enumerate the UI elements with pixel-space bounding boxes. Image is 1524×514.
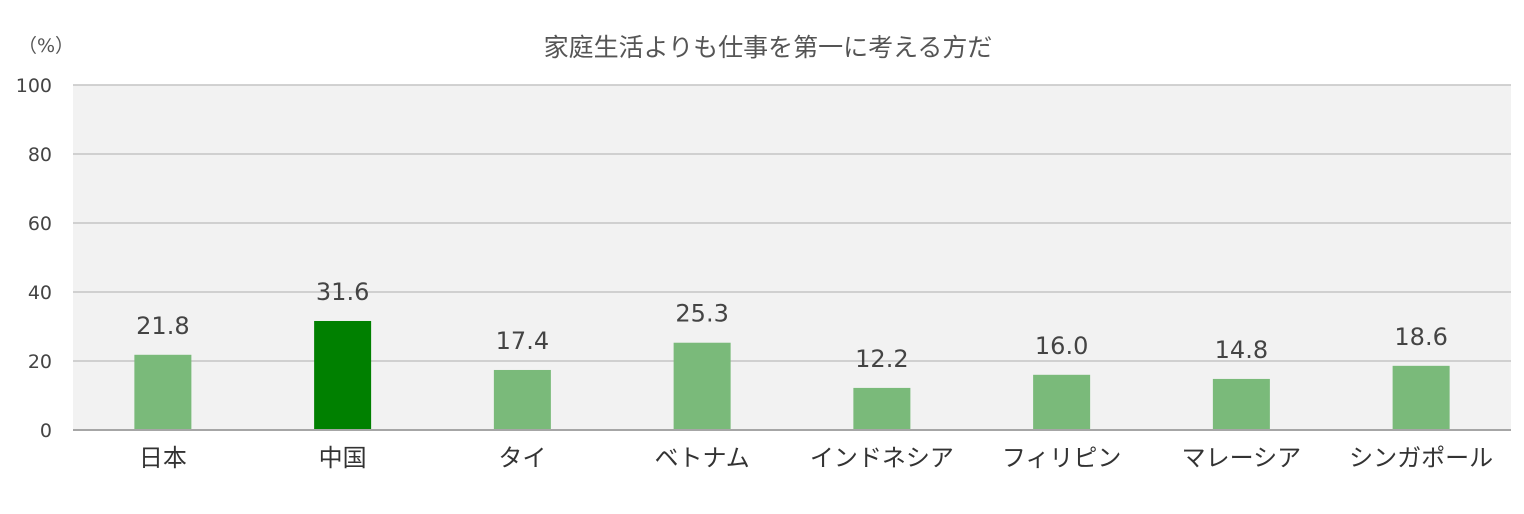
bar-7 xyxy=(1392,365,1450,430)
data-label: 14.8 xyxy=(1215,336,1268,364)
gridlines xyxy=(73,84,1511,362)
data-labels: 21.8 31.6 17.4 25.3 12.2 16.0 14.8 18.6 xyxy=(136,278,1448,373)
y-tick-label: 60 xyxy=(28,213,52,235)
data-label: 12.2 xyxy=(855,345,908,373)
data-label: 31.6 xyxy=(316,278,369,306)
category-label: 日本 xyxy=(139,444,187,472)
bar-5 xyxy=(1033,374,1091,430)
data-label: 21.8 xyxy=(136,312,189,340)
y-axis-ticks: 0 20 40 60 80 100 xyxy=(16,75,52,442)
category-label: シンガポール xyxy=(1349,444,1493,472)
category-label: ベトナム xyxy=(654,444,749,472)
bar-0 xyxy=(134,354,192,430)
category-label: インドネシア xyxy=(810,444,954,472)
data-label: 25.3 xyxy=(675,300,728,328)
bar-2 xyxy=(493,369,551,430)
category-label: マレーシア xyxy=(1182,444,1302,472)
category-label: 中国 xyxy=(319,444,367,472)
y-unit-label: （%） xyxy=(18,35,74,57)
plot-background xyxy=(73,85,1511,430)
chart-title: 家庭生活よりも仕事を第一に考える方だ xyxy=(544,33,993,62)
bar-3 xyxy=(673,342,731,430)
bar-4 xyxy=(853,387,911,430)
y-tick-label: 80 xyxy=(28,144,52,166)
y-tick-label: 0 xyxy=(40,420,52,442)
y-tick-label: 40 xyxy=(28,282,52,304)
data-label: 18.6 xyxy=(1394,323,1447,351)
data-label: 17.4 xyxy=(496,327,549,355)
bar-1 xyxy=(314,320,372,430)
category-label: タイ xyxy=(498,444,546,472)
category-label: フィリピン xyxy=(1002,444,1122,472)
plot-area xyxy=(73,84,1511,431)
data-label: 16.0 xyxy=(1035,332,1088,360)
bars xyxy=(134,320,1450,430)
y-tick-label: 100 xyxy=(16,75,52,97)
y-tick-label: 20 xyxy=(28,351,52,373)
category-labels: 日本 中国 タイ ベトナム インドネシア フィリピン マレーシア シンガポール xyxy=(139,444,1493,472)
bar-6 xyxy=(1212,378,1270,430)
